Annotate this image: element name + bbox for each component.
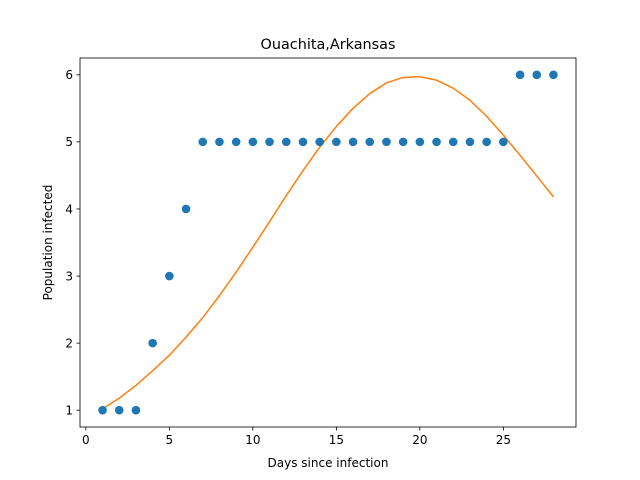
x-tick-label: 15 [329, 433, 344, 447]
scatter-point [181, 204, 191, 214]
scatter-point [398, 137, 408, 147]
x-tick-label: 0 [82, 433, 90, 447]
y-tick-label: 4 [65, 202, 73, 216]
y-axis-label: Population infected [41, 185, 55, 301]
scatter-point [532, 70, 542, 80]
axes-frame [79, 57, 577, 428]
scatter-point [482, 137, 491, 147]
scatter-point [231, 137, 241, 147]
scatter-point [432, 137, 441, 147]
series-line-1 [102, 76, 555, 410]
scatter-point [515, 70, 525, 80]
x-tick-label: 10 [245, 433, 260, 447]
axes: 0 5 10 15 20 25 1 2 3 4 5 6 [65, 57, 577, 447]
scatter-point [348, 137, 358, 147]
plot-area [80, 58, 576, 427]
x-tick-label: 5 [166, 433, 174, 447]
x-axis-label: Days since infection [268, 456, 389, 470]
scatter-point [382, 137, 391, 147]
y-tick-label: 1 [65, 404, 73, 418]
scatter-point [98, 405, 107, 415]
scatter-point [315, 137, 324, 147]
chart-title: Ouachita,Arkansas [261, 37, 396, 53]
scatter-point [248, 137, 258, 147]
scatter-point [549, 70, 558, 80]
scatter-point [365, 137, 375, 147]
scatter-point [215, 137, 224, 147]
scatter-point [281, 137, 291, 147]
scatter-point [198, 137, 208, 147]
scatter-point [131, 405, 141, 415]
scatter-point [165, 271, 174, 281]
scatter-point [332, 137, 341, 147]
x-tick-label: 25 [496, 433, 511, 447]
y-tick-label: 2 [65, 336, 73, 350]
scatter-point [265, 137, 274, 147]
scatter-point [465, 137, 475, 147]
x-tick-label: 20 [412, 433, 427, 447]
y-tick-label: 3 [65, 269, 73, 283]
scatter-point [148, 338, 157, 348]
scatter-point [298, 137, 308, 147]
y-tick-label: 5 [65, 135, 73, 149]
scatter-point [448, 137, 458, 147]
y-tick-label: 6 [65, 68, 73, 82]
scatter-point [499, 137, 508, 147]
chart-marks [98, 70, 558, 415]
scatter-point [114, 405, 124, 415]
scatter-point [415, 137, 425, 147]
